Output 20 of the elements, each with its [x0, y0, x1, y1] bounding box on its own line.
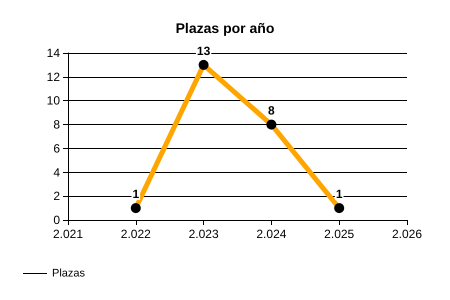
y-tick-label: 14	[46, 46, 60, 60]
data-label: 8	[268, 104, 276, 118]
x-tick-label: 2.021	[52, 227, 84, 241]
x-tick-label: 2.024	[256, 227, 287, 241]
data-label: 1	[132, 187, 140, 202]
x-tick-label: 2.022	[120, 227, 152, 241]
y-tick-label: 8	[53, 118, 60, 132]
y-tick-label: 10	[46, 94, 60, 108]
x-tick-label: 2.023	[188, 227, 219, 241]
x-tick-label: 2.025	[324, 227, 355, 241]
y-tick-label: 4	[53, 165, 60, 180]
chart-title: Plazas por año	[176, 20, 274, 36]
y-tick-label: 2	[53, 189, 60, 204]
data-label: 1	[336, 187, 343, 202]
legend-label: Plazas	[52, 268, 86, 280]
y-tick-label: 6	[53, 141, 60, 156]
y-tick-label: 12	[46, 70, 60, 84]
data-label: 13	[196, 44, 211, 58]
x-tick-label: 2.026	[392, 227, 422, 241]
y-tick-label: 0	[53, 213, 60, 227]
